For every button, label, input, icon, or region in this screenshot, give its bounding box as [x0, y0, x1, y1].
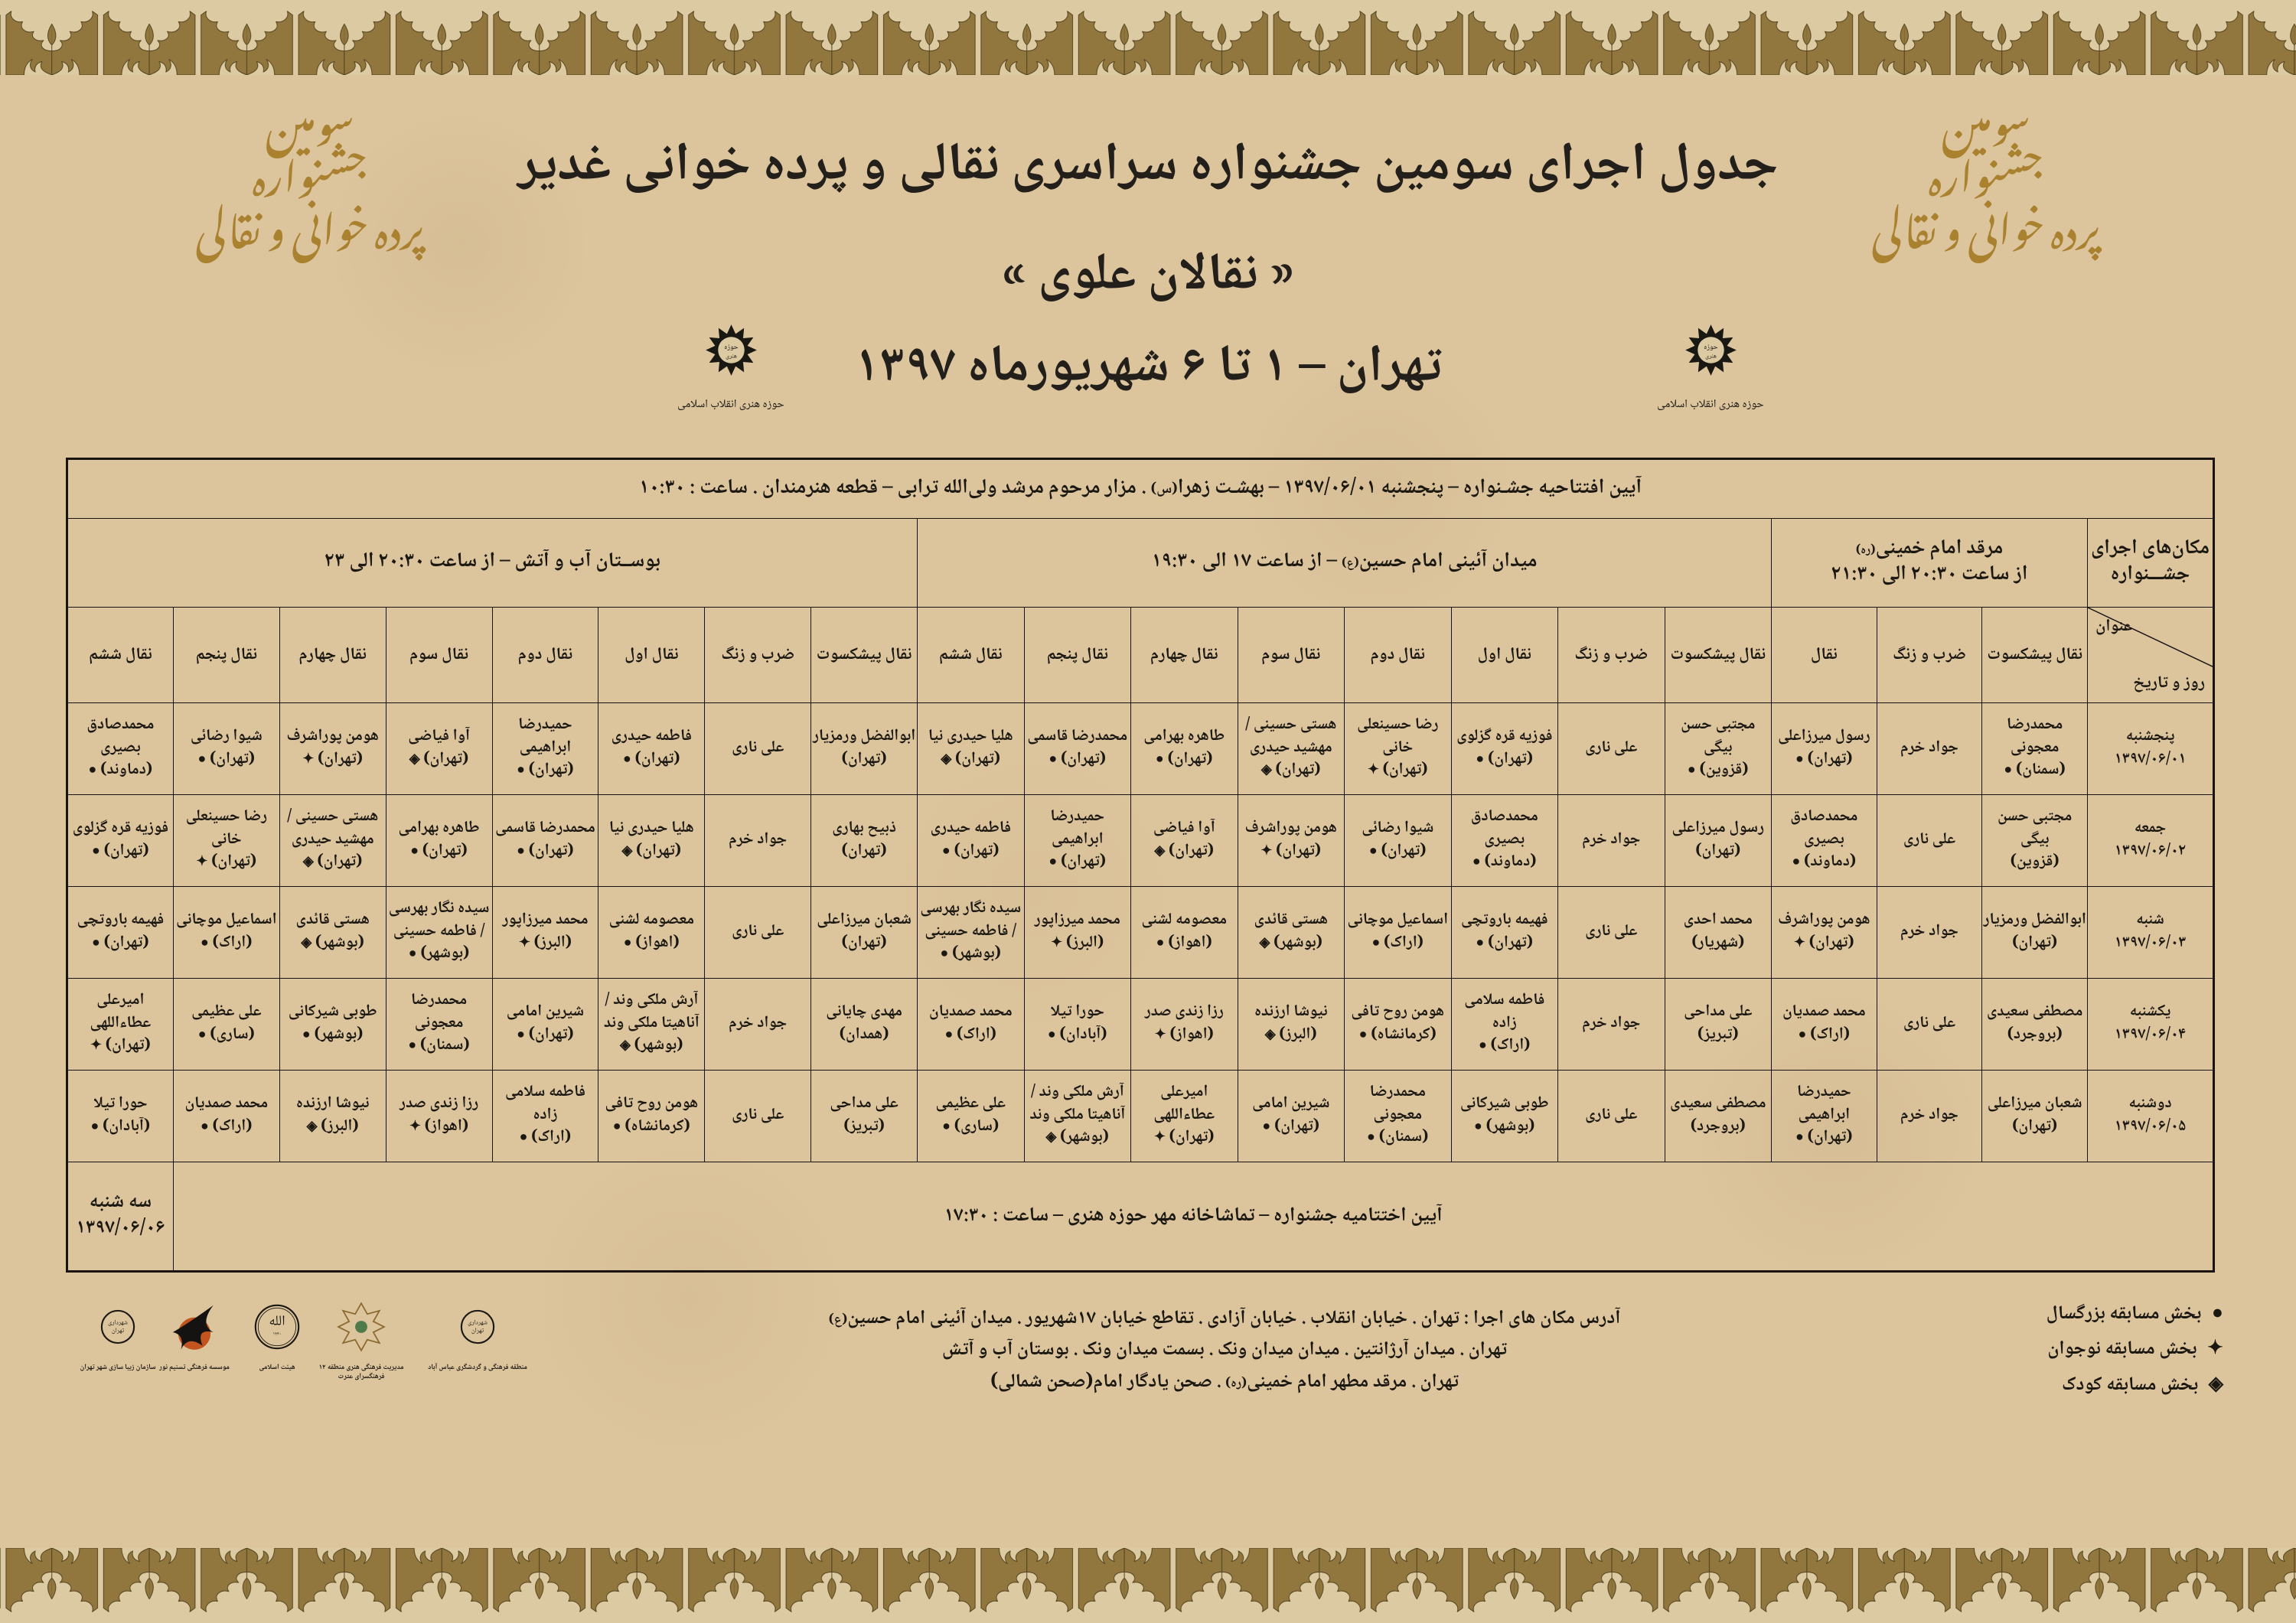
svg-text:تهران: تهران	[471, 1326, 484, 1337]
svg-text:۱۳۶۰: ۱۳۶۰	[272, 1330, 281, 1338]
svg-text:هنری: هنری	[1705, 351, 1717, 362]
svg-text:هنری: هنری	[726, 351, 737, 362]
svg-text:تهران: تهران	[112, 1326, 125, 1337]
